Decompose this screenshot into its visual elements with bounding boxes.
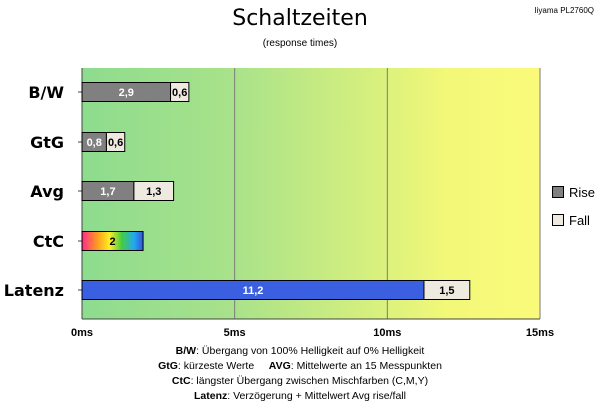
footer-text-latenz: : Verzögerung + Mittelwert Avg rise/fall <box>227 390 406 402</box>
footer-line-latenz: Latenz: Verzögerung + Mittelwert Avg ris… <box>0 389 600 404</box>
chart-legend: Rise Fall <box>552 178 595 234</box>
x-tick-label: 5ms <box>224 327 246 339</box>
category-label: B/W <box>28 83 64 102</box>
legend-label-rise: Rise <box>569 184 596 200</box>
x-tick-label: 0ms <box>71 327 93 339</box>
footer-text-bw: : Übergang von 100% Helligkeit auf 0% He… <box>196 345 425 357</box>
bar-label-rise: 11,2 <box>243 285 264 297</box>
bar-label-fall: 1,5 <box>439 285 454 297</box>
monitor-model-label: Iiyama PL2760Q <box>534 6 594 15</box>
bar-label-rise: 1,7 <box>100 186 115 198</box>
footer-text-avg: : Mittelwerte an 15 Messpunkten <box>290 360 442 372</box>
bar-fall-avg <box>133 181 175 201</box>
chart-subtitle: (response times) <box>262 38 338 49</box>
footer-line-ctc: CtC: längster Übergang zwischen Mischfar… <box>0 374 600 389</box>
footer-key-bw: B/W <box>175 345 197 357</box>
legend-label-fall: Fall <box>569 212 590 228</box>
legend-swatch-fall <box>552 214 564 226</box>
bar-label-fall: 0,6 <box>172 87 187 99</box>
footer-key-avg: AVG <box>268 360 291 372</box>
bar-label-rise: 2 <box>109 236 115 248</box>
footer-line-bw: B/W: Übergang von 100% Helligkeit auf 0%… <box>0 344 600 359</box>
footer-line-gtg-avg: GtG: kürzeste Werte AVG: Mittelwerte an … <box>0 359 600 374</box>
bar-label-fall: 1,3 <box>146 186 161 198</box>
bar-fall-latenz <box>423 280 471 300</box>
bar-label-fall: 0,6 <box>108 137 123 149</box>
category-label: Avg <box>30 182 64 201</box>
legend-swatch-rise <box>552 186 564 198</box>
bar-fall-bw <box>170 82 190 102</box>
footer-key-gtg: GtG <box>158 360 178 372</box>
bar-fall-gtg <box>105 132 126 152</box>
x-tick-label: 10ms <box>373 327 401 339</box>
footer-text-gtg: : kürzeste Werte <box>177 360 255 372</box>
bar-label-rise: 2,9 <box>119 87 134 99</box>
legend-item-rise: Rise <box>552 178 595 206</box>
category-label: CtC <box>33 232 64 251</box>
bar-label-rise: 0,8 <box>87 137 102 149</box>
chart-title: Schaltzeiten <box>232 6 368 31</box>
footer-key-ctc: CtC <box>171 375 191 387</box>
bar-rise-ctc <box>81 231 144 251</box>
footer-key-latenz: Latenz <box>194 390 228 402</box>
x-tick-label: 15ms <box>526 327 554 339</box>
category-label: GtG <box>30 133 64 152</box>
footer-notes: B/W: Übergang von 100% Helligkeit auf 0%… <box>0 344 600 404</box>
legend-item-fall: Fall <box>552 206 595 234</box>
footer-text-ctc: : längster Übergang zwischen Mischfarben… <box>190 375 429 387</box>
category-label: Latenz <box>4 281 64 300</box>
